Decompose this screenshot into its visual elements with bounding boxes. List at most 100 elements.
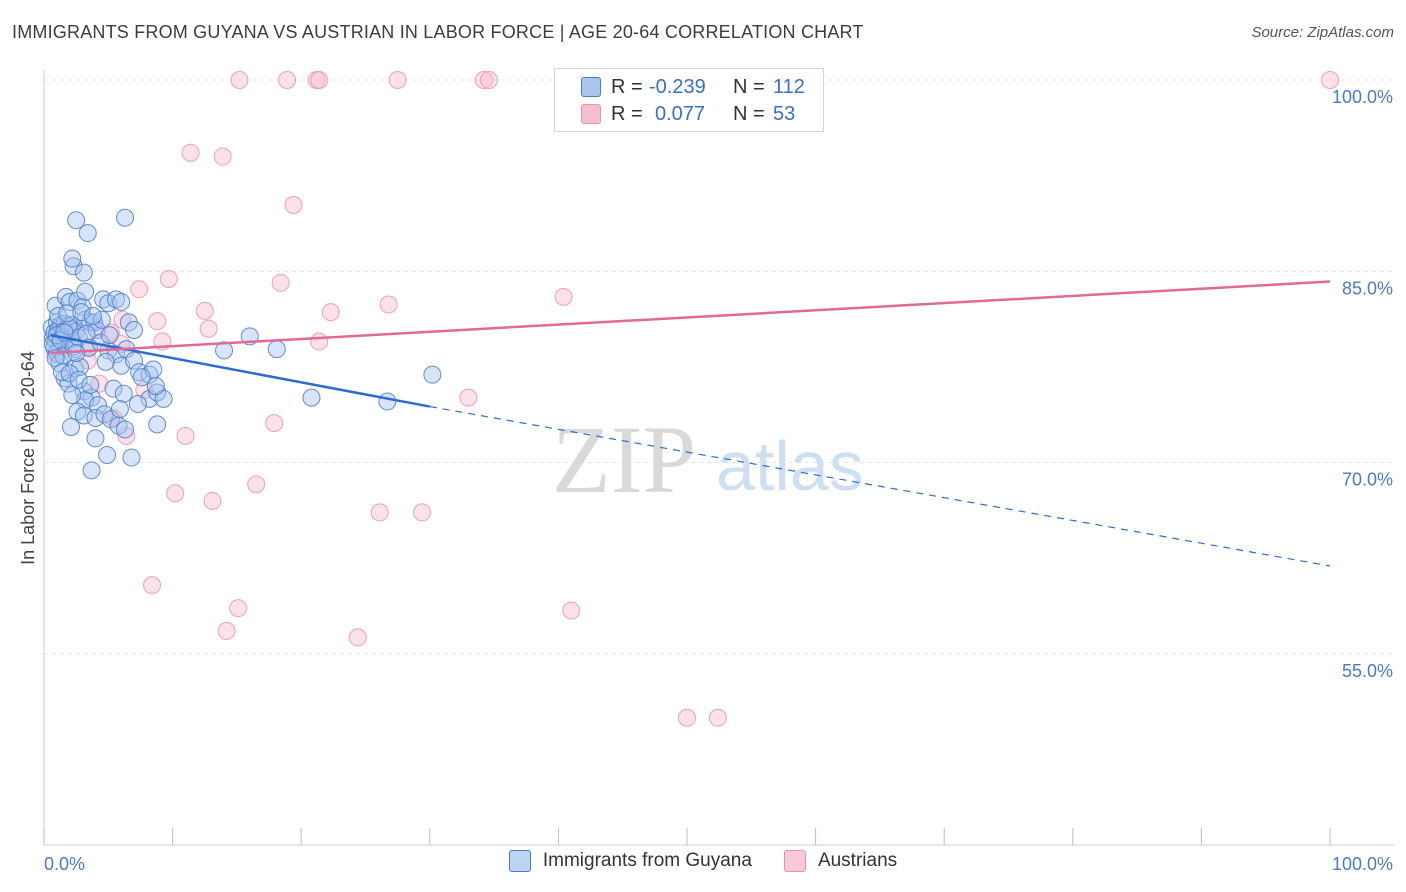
austrians-point: [230, 71, 249, 89]
austrians-points: [46, 71, 1339, 727]
gridlines: [44, 79, 1394, 655]
austrians-point: [379, 295, 398, 314]
austrians-point: [159, 269, 178, 288]
legend-swatch-pink: [581, 104, 601, 124]
legend-r-label: R =: [611, 75, 643, 98]
austrians-point: [213, 147, 232, 166]
legend-item-guyana[interactable]: Immigrants from Guyana: [508, 850, 752, 872]
source-label: Source: ZipAtlas.com: [1251, 24, 1394, 41]
legend-n-value: 53: [773, 102, 796, 125]
guyana-point: [267, 340, 286, 359]
austrians-point: [265, 414, 284, 433]
guyana-point: [101, 410, 120, 429]
austrians-point: [708, 708, 727, 727]
guyana-point: [116, 208, 135, 227]
austrians-point: [195, 301, 214, 320]
legend-r-label: R =: [611, 102, 643, 125]
y-tick-label: 85.0%: [1342, 278, 1393, 298]
guyana-point: [132, 368, 151, 387]
guyana-point: [74, 406, 93, 425]
legend-item-austrians[interactable]: Austrians: [783, 850, 898, 872]
guyana-point: [130, 363, 149, 382]
guyana-point: [69, 370, 88, 389]
austrians-point: [90, 374, 109, 393]
guyana-point: [114, 384, 133, 403]
austrians-point: [479, 71, 498, 89]
austrians-point: [370, 503, 389, 522]
guyana-point: [81, 375, 100, 394]
austrians-point: [278, 71, 297, 89]
austrians-point: [678, 708, 696, 727]
guyana-point: [83, 306, 102, 325]
guyana-point: [148, 415, 167, 434]
guyana-trend-line: [50, 333, 431, 408]
austrians-point: [271, 273, 290, 292]
austrians-point: [247, 475, 266, 494]
guyana-point: [78, 224, 97, 243]
guyana-point: [92, 310, 111, 329]
guyana-point: [63, 386, 82, 405]
legend-n-label: N =: [733, 75, 765, 98]
austrians-point: [166, 484, 185, 503]
guyana-point: [67, 211, 86, 230]
austrians-point: [148, 312, 167, 331]
guyana-point: [423, 365, 442, 384]
legend-n-value: 112: [773, 75, 805, 98]
guyana-point: [86, 429, 105, 448]
legend-swatch-pink: [783, 850, 806, 872]
guyana-point: [122, 448, 141, 467]
austrians-point: [284, 196, 303, 215]
austrians-point: [130, 280, 149, 299]
guyana-point: [72, 303, 91, 322]
austrians-point: [459, 388, 478, 407]
guyana-point: [100, 326, 119, 345]
austrians-point: [217, 622, 236, 641]
guyana-point: [110, 400, 129, 419]
austrians-point: [203, 491, 222, 510]
legend-r-value: -0.239: [649, 75, 706, 98]
guyana-point: [71, 358, 90, 376]
guyana-point: [60, 364, 79, 383]
guyana-trend-extension: [429, 405, 1331, 567]
legend-label-guyana: Immigrants from Guyana: [542, 850, 752, 871]
austrians-point: [117, 426, 136, 445]
austrians-point: [181, 143, 200, 162]
legend-row-austrians: R = 0.077 N = 53: [581, 101, 795, 127]
correlation-legend: R = -0.239 N = 112 R = 0.077 N = 53: [554, 68, 824, 132]
guyana-point: [148, 383, 167, 402]
austrians-point: [176, 426, 195, 445]
legend-label-austrians: Austrians: [817, 850, 898, 871]
guyana-point: [82, 461, 101, 480]
guyana-point: [53, 363, 72, 382]
legend-r-value: 0.077: [655, 102, 706, 125]
austrians-point: [199, 319, 218, 338]
austrians-trend-line: [50, 280, 1331, 355]
x-tick-label: 100.0%: [1332, 854, 1393, 874]
guyana-point: [146, 377, 165, 396]
axes: [43, 70, 1394, 846]
tick-labels: 55.0% 70.0% 85.0% 100.0% 0.0% 100.0%: [44, 87, 1393, 874]
austrians-point: [1321, 71, 1339, 89]
guyana-point: [96, 352, 115, 371]
legend-row-guyana: R = -0.239 N = 112: [581, 74, 805, 100]
guyana-point: [107, 290, 126, 309]
austrians-point: [348, 628, 367, 647]
guyana-point: [125, 351, 144, 370]
guyana-point: [112, 292, 131, 311]
guyana-point: [378, 392, 397, 411]
guyana-point: [104, 379, 123, 398]
guyana-point: [76, 282, 95, 301]
austrians-point: [554, 287, 573, 306]
guyana-point: [58, 304, 77, 323]
austrians-point: [562, 601, 581, 620]
y-tick-label: 70.0%: [1342, 470, 1393, 490]
chart-title: IMMIGRANTS FROM GUYANA VS AUSTRIAN IN LA…: [12, 22, 864, 42]
watermark-zip: ZIP: [552, 406, 696, 513]
austrians-point: [388, 71, 407, 89]
austrians-point: [229, 599, 248, 618]
series-legend: Immigrants from Guyana Austrians: [0, 850, 1406, 872]
guyana-point: [62, 417, 81, 436]
guyana-point: [128, 394, 147, 413]
guyana-point: [98, 446, 117, 465]
